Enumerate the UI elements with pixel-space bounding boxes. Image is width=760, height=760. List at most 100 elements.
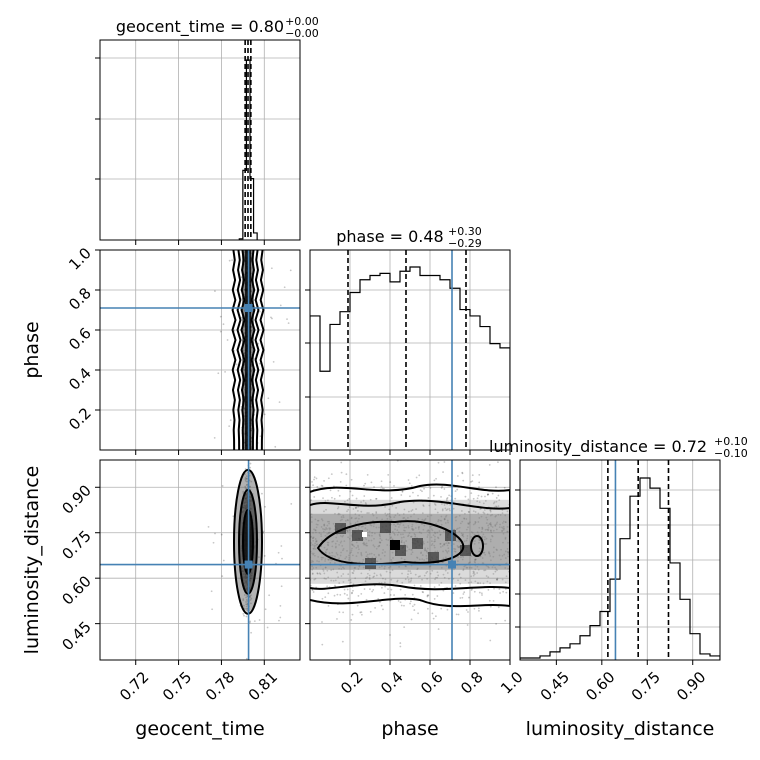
sample-point (360, 553, 363, 556)
sample-point (391, 531, 394, 533)
sample-point (393, 523, 395, 526)
sample-point (382, 608, 384, 611)
sample-point (470, 480, 472, 483)
sample-point (455, 519, 457, 522)
sample-point (347, 579, 350, 582)
sample-point (497, 494, 500, 497)
sample-point (361, 515, 364, 518)
sample-point (489, 508, 492, 511)
sample-point (311, 480, 313, 483)
sample-point (443, 488, 446, 490)
sample-point (365, 538, 368, 541)
sample-point (427, 534, 429, 536)
sample-point (399, 642, 402, 644)
sample-point (467, 611, 469, 613)
sample-point (380, 565, 383, 568)
sample-point (324, 551, 327, 553)
sample-point (222, 323, 225, 326)
sample-point (440, 581, 443, 584)
sample-point (350, 551, 353, 554)
sample-point (338, 544, 341, 546)
sample-point (348, 559, 350, 561)
sample-point (377, 553, 380, 556)
sample-point (326, 520, 329, 523)
sample-point (420, 532, 423, 535)
sample-point (425, 554, 428, 557)
sample-point (437, 537, 440, 540)
sample-point (495, 622, 498, 625)
sample-point (329, 558, 332, 561)
sample-point (424, 547, 426, 550)
sample-point (314, 577, 317, 580)
sample-point (369, 523, 372, 526)
sample-point (400, 541, 403, 543)
sample-point (474, 522, 476, 525)
sample-point (419, 585, 422, 587)
sample-point (439, 542, 442, 545)
sample-point (352, 508, 355, 510)
sample-point (443, 518, 446, 521)
sample-point (326, 543, 329, 546)
sample-point (503, 553, 506, 556)
sample-point (310, 561, 313, 564)
sample-point (379, 541, 381, 544)
sample-point (221, 575, 224, 578)
sample-point (378, 533, 381, 536)
sample-point (473, 607, 476, 610)
sample-point (403, 541, 406, 544)
sample-point (373, 532, 376, 535)
sample-point (422, 519, 425, 522)
sample-point (411, 548, 413, 551)
sample-point (400, 539, 403, 542)
sample-point (461, 534, 464, 537)
sample-point (472, 574, 475, 577)
sample-point (380, 604, 383, 607)
sample-point (479, 440, 481, 442)
sample-point (505, 562, 508, 565)
sample-point (452, 507, 455, 510)
sample-point (337, 512, 340, 515)
sample-point (504, 557, 507, 559)
sample-point (417, 575, 420, 578)
sample-point (396, 533, 399, 536)
sample-point (489, 529, 492, 532)
sample-point (326, 569, 329, 572)
sample-point (480, 515, 483, 518)
sample-point (354, 517, 357, 520)
sample-point (403, 508, 406, 511)
sample-point (448, 494, 451, 497)
sample-point (445, 550, 448, 553)
sample-point (507, 551, 510, 554)
sample-point (345, 436, 347, 438)
sample-point (328, 527, 331, 530)
sample-point (398, 514, 401, 517)
sample-point (435, 522, 437, 525)
sample-point (361, 561, 364, 564)
sample-point (349, 552, 351, 555)
sample-point (335, 536, 338, 539)
sample-point (250, 480, 253, 483)
sample-point (473, 590, 476, 593)
sample-point (426, 541, 429, 544)
sample-point (342, 566, 344, 569)
sample-point (437, 519, 440, 521)
density-pixel (395, 545, 406, 556)
sample-point (470, 492, 473, 494)
sample-point (442, 543, 445, 546)
sample-point (384, 585, 387, 588)
sample-point (506, 525, 509, 528)
sample-point (337, 506, 340, 508)
sample-point (354, 506, 357, 509)
sample-point (386, 513, 389, 516)
sample-point (343, 588, 346, 591)
sample-point (245, 596, 248, 599)
sample-point (378, 534, 381, 537)
sample-point (443, 542, 446, 545)
sample-point (417, 494, 419, 497)
sample-point (386, 544, 389, 546)
sample-point (487, 493, 490, 496)
sample-point (397, 531, 400, 534)
sample-point (502, 520, 505, 523)
sample-point (278, 401, 281, 404)
sample-point (409, 600, 412, 603)
